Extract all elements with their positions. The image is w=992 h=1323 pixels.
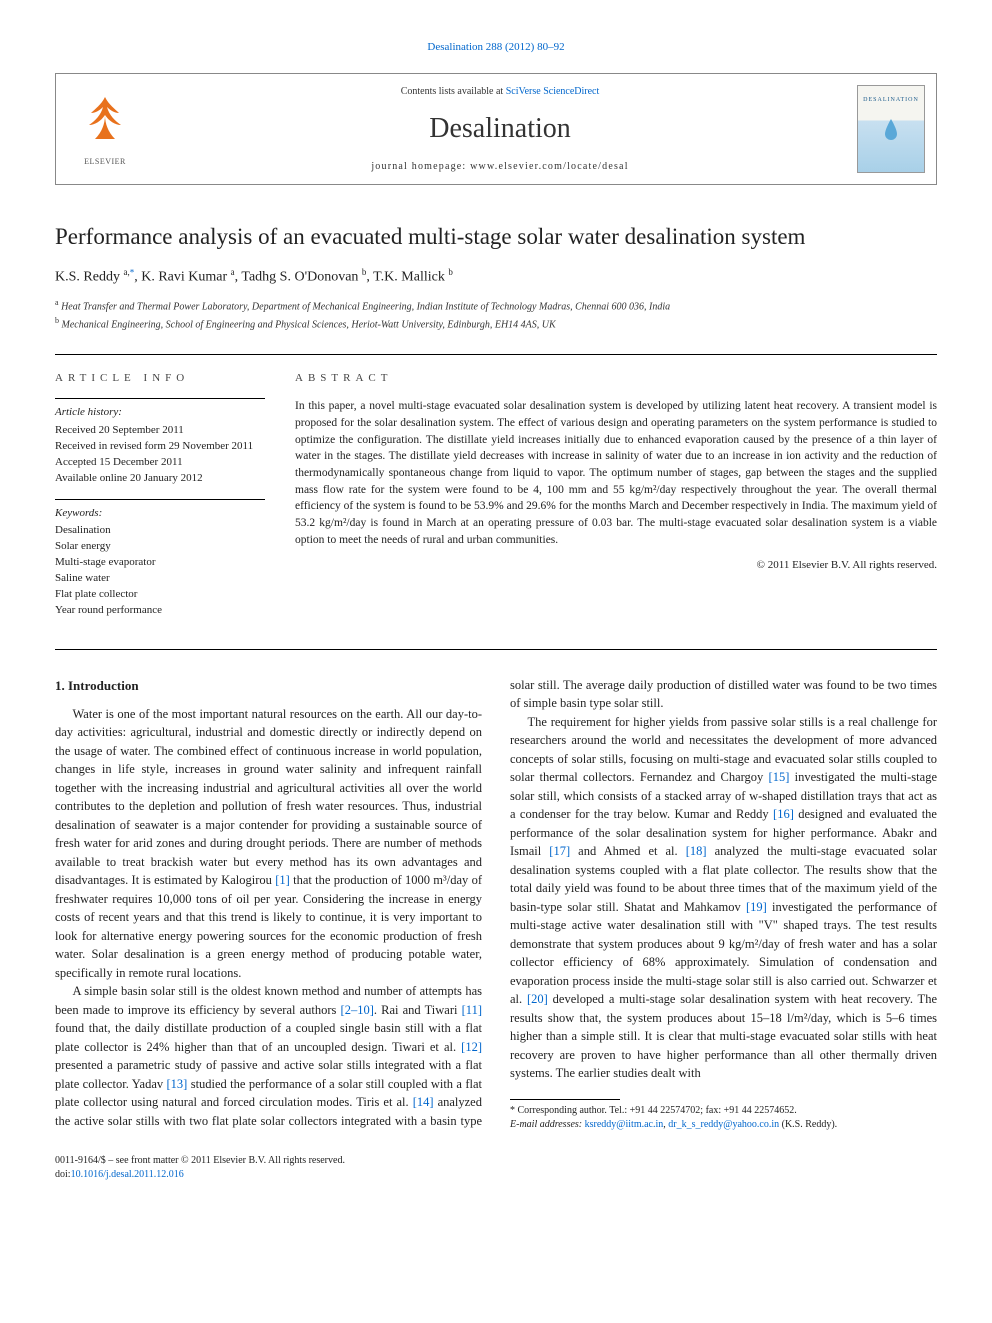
ref-2-10[interactable]: [2–10]: [341, 1003, 374, 1017]
contents-prefix: Contents lists available at: [401, 86, 506, 97]
journal-name: Desalination: [429, 109, 571, 148]
citation-link[interactable]: Desalination 288 (2012) 80–92: [427, 41, 564, 53]
email-label: E-mail addresses:: [510, 1119, 585, 1130]
author-3: , Tadhg S. O'Donovan: [235, 270, 362, 285]
homepage-line: journal homepage: www.elsevier.com/locat…: [371, 160, 628, 174]
ref-16[interactable]: [16]: [773, 807, 794, 821]
section-heading: 1. Introduction: [55, 676, 482, 695]
section-number: 1.: [55, 678, 65, 693]
para-3: The requirement for higher yields from p…: [510, 713, 937, 1083]
front-matter: 0011-9164/$ – see front matter © 2011 El…: [55, 1154, 937, 1168]
footnote-rule: [510, 1099, 620, 1100]
p1b: that the production of 1000 m³/day of fr…: [55, 873, 482, 980]
doi-prefix: doi:: [55, 1169, 71, 1180]
article-info: ARTICLE INFO Article history: Received 2…: [55, 371, 265, 631]
email-line: E-mail addresses: ksreddy@iitm.ac.in, dr…: [510, 1118, 937, 1132]
contents-line: Contents lists available at SciVerse Sci…: [401, 85, 600, 99]
p2c: found that, the daily distillate product…: [55, 1021, 482, 1054]
keywords-label: Keywords:: [55, 506, 265, 521]
abstract: ABSTRACT In this paper, a novel multi-st…: [295, 371, 937, 631]
p1a: Water is one of the most important natur…: [55, 707, 482, 888]
history-2: Accepted 15 December 2011: [55, 455, 265, 471]
doi-line: doi:10.1016/j.desal.2011.12.016: [55, 1168, 937, 1182]
journal-cover: DESALINATION: [857, 85, 925, 173]
ref-17[interactable]: [17]: [549, 844, 570, 858]
history-1: Received in revised form 29 November 201…: [55, 439, 265, 455]
ref-20[interactable]: [20]: [527, 992, 548, 1006]
kw-4: Flat plate collector: [55, 587, 265, 603]
authors: K.S. Reddy a,*, K. Ravi Kumar a, Tadhg S…: [55, 266, 937, 287]
ref-1[interactable]: [1]: [275, 873, 290, 887]
abstract-heading: ABSTRACT: [295, 371, 937, 386]
publisher-logo-box: ELSEVIER: [56, 74, 154, 184]
affiliation-b: Mechanical Engineering, School of Engine…: [62, 319, 556, 330]
article-title: Performance analysis of an evacuated mul…: [55, 223, 937, 252]
affiliations: a Heat Transfer and Thermal Power Labora…: [55, 297, 937, 332]
homepage-url: www.elsevier.com/locate/desal: [470, 161, 629, 172]
section-title: Introduction: [68, 678, 139, 693]
history-3: Available online 20 January 2012: [55, 471, 265, 487]
cover-title: DESALINATION: [863, 96, 919, 104]
kw-3: Saline water: [55, 571, 265, 587]
doi-link[interactable]: 10.1016/j.desal.2011.12.016: [71, 1169, 184, 1180]
ref-18[interactable]: [18]: [686, 844, 707, 858]
p3g: developed a multi-stage solar desalinati…: [510, 992, 937, 1080]
history-0: Received 20 September 2011: [55, 423, 265, 439]
history-block: Article history: Received 20 September 2…: [55, 398, 265, 486]
ref-15[interactable]: [15]: [769, 770, 790, 784]
rule-bottom: [55, 649, 937, 650]
corresponding-author: * Corresponding author. Tel.: +91 44 225…: [510, 1104, 937, 1118]
abstract-copyright: © 2011 Elsevier B.V. All rights reserved…: [295, 558, 937, 573]
homepage-prefix: journal homepage:: [371, 161, 470, 172]
kw-0: Desalination: [55, 523, 265, 539]
elsevier-tree-icon: [77, 91, 133, 154]
p2b: . Rai and Tiwari: [374, 1003, 462, 1017]
email-tail: (K.S. Reddy).: [779, 1119, 837, 1130]
p3f: investigated the performance of multi-st…: [510, 900, 937, 1007]
ref-12[interactable]: [12]: [461, 1040, 482, 1054]
author-4: , T.K. Mallick: [366, 270, 448, 285]
journal-header: ELSEVIER Contents lists available at Sci…: [55, 73, 937, 185]
abstract-text: In this paper, a novel multi-stage evacu…: [295, 398, 937, 548]
cover-box: DESALINATION: [846, 74, 936, 184]
publisher-name: ELSEVIER: [84, 156, 126, 167]
email-1[interactable]: ksreddy@iitm.ac.in: [585, 1119, 664, 1130]
ref-14[interactable]: [14]: [413, 1095, 434, 1109]
footer: 0011-9164/$ – see front matter © 2011 El…: [55, 1154, 937, 1182]
affiliation-a: Heat Transfer and Thermal Power Laborato…: [61, 302, 670, 313]
p3d: and Ahmed et al.: [570, 844, 686, 858]
body-text: 1. Introduction Water is one of the most…: [55, 676, 937, 1132]
ref-19[interactable]: [19]: [746, 900, 767, 914]
email-2[interactable]: dr_k_s_reddy@yahoo.co.in: [668, 1119, 779, 1130]
kw-5: Year round performance: [55, 603, 265, 619]
footnote: * Corresponding author. Tel.: +91 44 225…: [510, 1104, 937, 1132]
article-info-heading: ARTICLE INFO: [55, 371, 265, 386]
history-label: Article history:: [55, 405, 265, 420]
keywords-block: Keywords: Desalination Solar energy Mult…: [55, 499, 265, 619]
sciencedirect-link[interactable]: SciVerse ScienceDirect: [506, 86, 600, 97]
author-2: , K. Ravi Kumar: [134, 270, 230, 285]
author-4-aff: b: [448, 267, 453, 277]
ref-11[interactable]: [11]: [462, 1003, 482, 1017]
aff-a-sup: a: [55, 298, 59, 307]
aff-b-sup: b: [55, 316, 59, 325]
author-1: K.S. Reddy: [55, 270, 123, 285]
header-center: Contents lists available at SciVerse Sci…: [154, 74, 846, 184]
kw-2: Multi-stage evaporator: [55, 555, 265, 571]
ref-13[interactable]: [13]: [167, 1077, 188, 1091]
elsevier-logo: ELSEVIER: [73, 89, 137, 169]
water-drop-icon: [883, 119, 899, 148]
kw-1: Solar energy: [55, 539, 265, 555]
top-citation: Desalination 288 (2012) 80–92: [55, 40, 937, 55]
para-1: Water is one of the most important natur…: [55, 705, 482, 983]
